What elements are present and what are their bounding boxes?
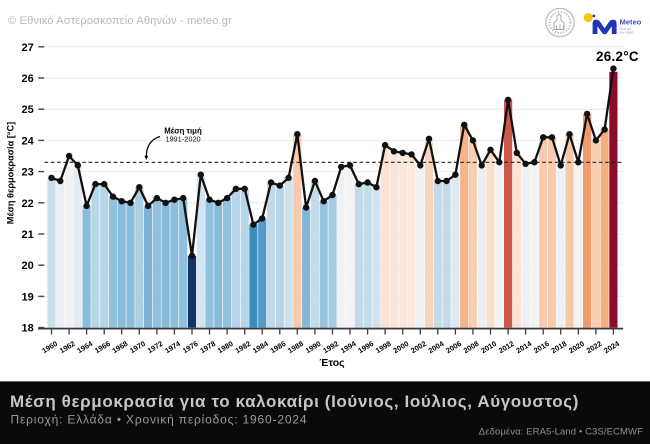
svg-text:Δεδομένα: ERA5-Land • C3S/ECMW: Δεδομένα: ERA5-Land • C3S/ECMWF xyxy=(479,427,643,438)
svg-text:τον καιρό: τον καιρό xyxy=(620,30,634,34)
svg-text:1991-2020: 1991-2020 xyxy=(165,135,200,144)
svg-text:25: 25 xyxy=(22,104,34,116)
svg-text:24: 24 xyxy=(22,135,35,147)
svg-text:19: 19 xyxy=(22,291,34,303)
svg-text:© Εθνικό Αστεροσκοπείο Αθηνών: © Εθνικό Αστεροσκοπείο Αθηνών - meteo.gr xyxy=(8,15,232,27)
svg-text:26.2°C: 26.2°C xyxy=(596,49,639,64)
svg-text:20: 20 xyxy=(22,260,34,272)
svg-text:Έτος: Έτος xyxy=(319,357,345,369)
svg-text:Meteo: Meteo xyxy=(620,18,642,27)
svg-text:Περιοχή: Ελλάδα • Χρονική περί: Περιοχή: Ελλάδα • Χρονική περίοδος: 1960… xyxy=(11,412,308,426)
svg-text:18: 18 xyxy=(22,323,34,335)
svg-text:23: 23 xyxy=(22,167,34,179)
svg-text:21: 21 xyxy=(22,229,34,241)
svg-text:22: 22 xyxy=(22,198,34,210)
svg-text:27: 27 xyxy=(22,42,34,54)
svg-text:Μέση θερμοκρασία [°C]: Μέση θερμοκρασία [°C] xyxy=(6,122,16,224)
svg-text:Όλα για: Όλα για xyxy=(619,27,632,31)
svg-text:Μέση θερμοκρασία για το καλοκα: Μέση θερμοκρασία για το καλοκαίρι (Ιούνι… xyxy=(10,392,579,411)
svg-text:26: 26 xyxy=(22,73,34,85)
svg-text:Μέση τιμή: Μέση τιμή xyxy=(164,126,202,135)
